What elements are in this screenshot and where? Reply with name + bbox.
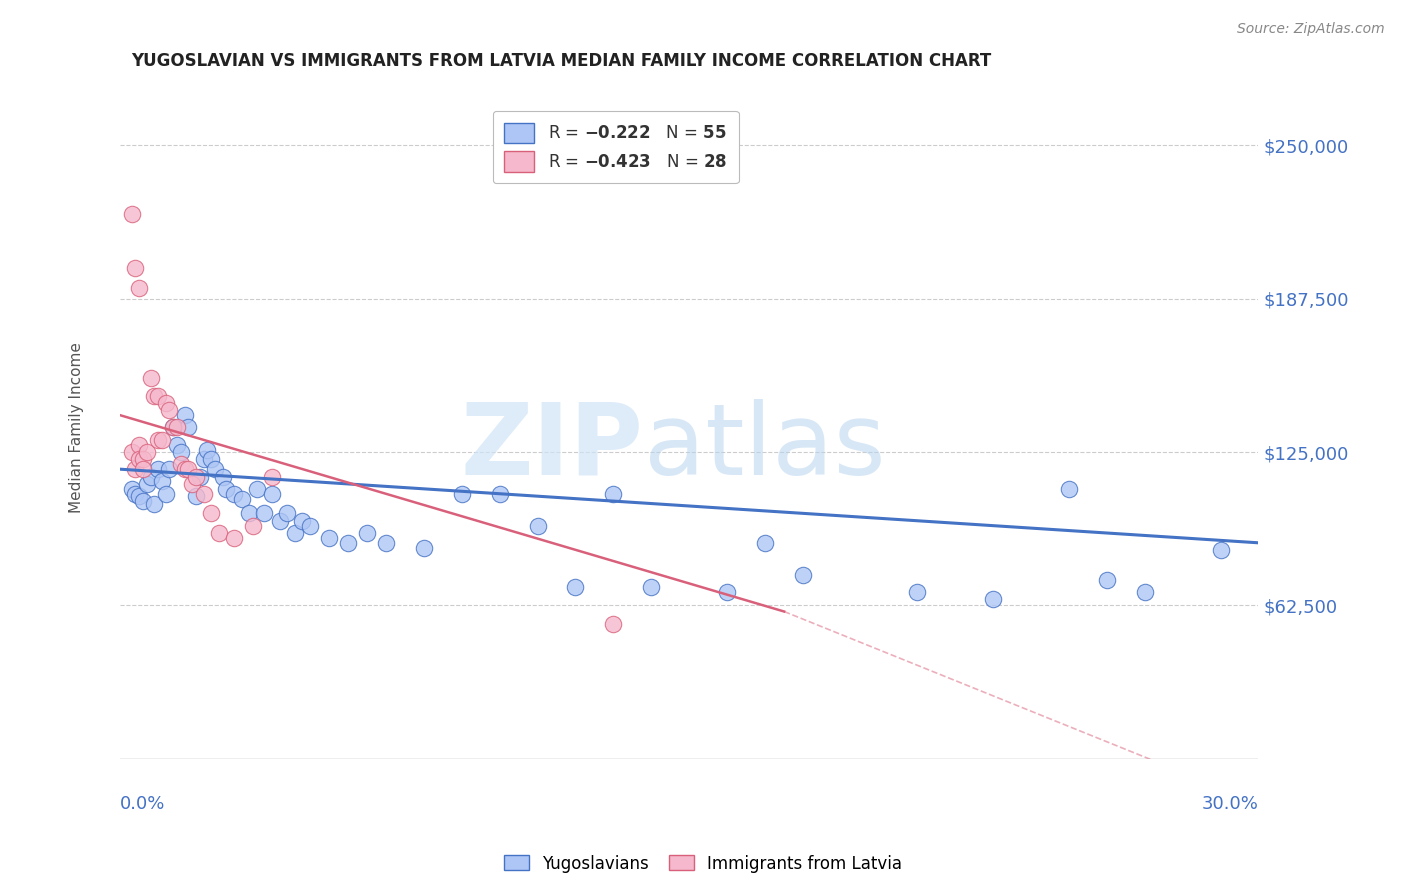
Point [204,462,226,476]
Point [602,616,624,631]
Point [215,482,238,496]
Point [177,462,200,476]
Point [298,518,321,533]
Point [121,207,143,221]
Point [139,371,162,385]
Point [253,507,276,521]
Point [132,494,155,508]
Point [188,469,211,483]
Point [374,536,396,550]
Point [200,452,222,467]
Point [222,531,245,545]
Point [260,487,283,501]
Point [146,433,169,447]
Point [269,514,291,528]
Text: atlas: atlas [644,399,886,496]
Point [155,396,177,410]
Point [181,477,204,491]
Point [184,489,207,503]
Text: ZIP: ZIP [461,399,644,496]
Point [1133,585,1156,599]
Point [792,567,814,582]
Point [291,514,314,528]
Point [162,420,184,434]
Point [336,536,359,550]
Point [231,491,253,506]
Text: Source: ZipAtlas.com: Source: ZipAtlas.com [1237,22,1385,37]
Point [173,462,195,476]
Point [128,280,150,294]
Point [211,469,233,483]
Point [260,469,283,483]
Point [170,457,193,471]
Point [276,507,298,521]
Point [128,437,150,451]
Point [124,462,146,476]
Point [132,452,155,467]
Point [128,452,150,467]
Point [128,489,150,503]
Point [193,487,215,501]
Point [905,585,928,599]
Point [412,541,434,555]
Legend: Yugoslavians, Immigrants from Latvia: Yugoslavians, Immigrants from Latvia [498,848,908,880]
Point [246,482,269,496]
Point [640,580,662,594]
Point [150,475,173,489]
Point [170,445,193,459]
Point [754,536,776,550]
Point [166,437,188,451]
Point [184,469,207,483]
Point [124,260,146,275]
Point [155,487,177,501]
Point [716,585,738,599]
Point [139,469,162,483]
Text: 0.0%: 0.0% [120,796,166,814]
Point [1095,573,1118,587]
Point [146,388,169,402]
Point [143,497,166,511]
Point [242,518,264,533]
Legend: R = $\mathbf{-0.222}$   N = $\mathbf{55}$, R = $\mathbf{-0.423}$   N = $\mathbf{: R = $\mathbf{-0.222}$ N = $\mathbf{55}$,… [492,112,738,184]
Point [159,462,181,476]
Point [135,477,157,491]
Point [159,403,181,417]
Point [200,507,222,521]
Text: 30.0%: 30.0% [1202,796,1258,814]
Point [124,487,146,501]
Point [150,433,173,447]
Point [238,507,260,521]
Point [284,526,307,541]
Point [450,487,472,501]
Point [564,580,586,594]
Text: Median Family Income: Median Family Income [69,342,84,513]
Point [173,408,195,422]
Point [177,420,200,434]
Point [602,487,624,501]
Point [222,487,245,501]
Point [488,487,510,501]
Point [132,462,155,476]
Point [208,526,231,541]
Point [135,445,157,459]
Point [162,420,184,434]
Point [121,482,143,496]
Point [143,388,166,402]
Point [318,531,340,545]
Point [197,442,219,457]
Point [166,420,188,434]
Point [1209,543,1232,558]
Text: YUGOSLAVIAN VS IMMIGRANTS FROM LATVIA MEDIAN FAMILY INCOME CORRELATION CHART: YUGOSLAVIAN VS IMMIGRANTS FROM LATVIA ME… [132,52,991,70]
Point [526,518,548,533]
Point [193,452,215,467]
Point [121,445,143,459]
Point [981,592,1004,607]
Point [146,462,169,476]
Point [356,526,378,541]
Point [1057,482,1080,496]
